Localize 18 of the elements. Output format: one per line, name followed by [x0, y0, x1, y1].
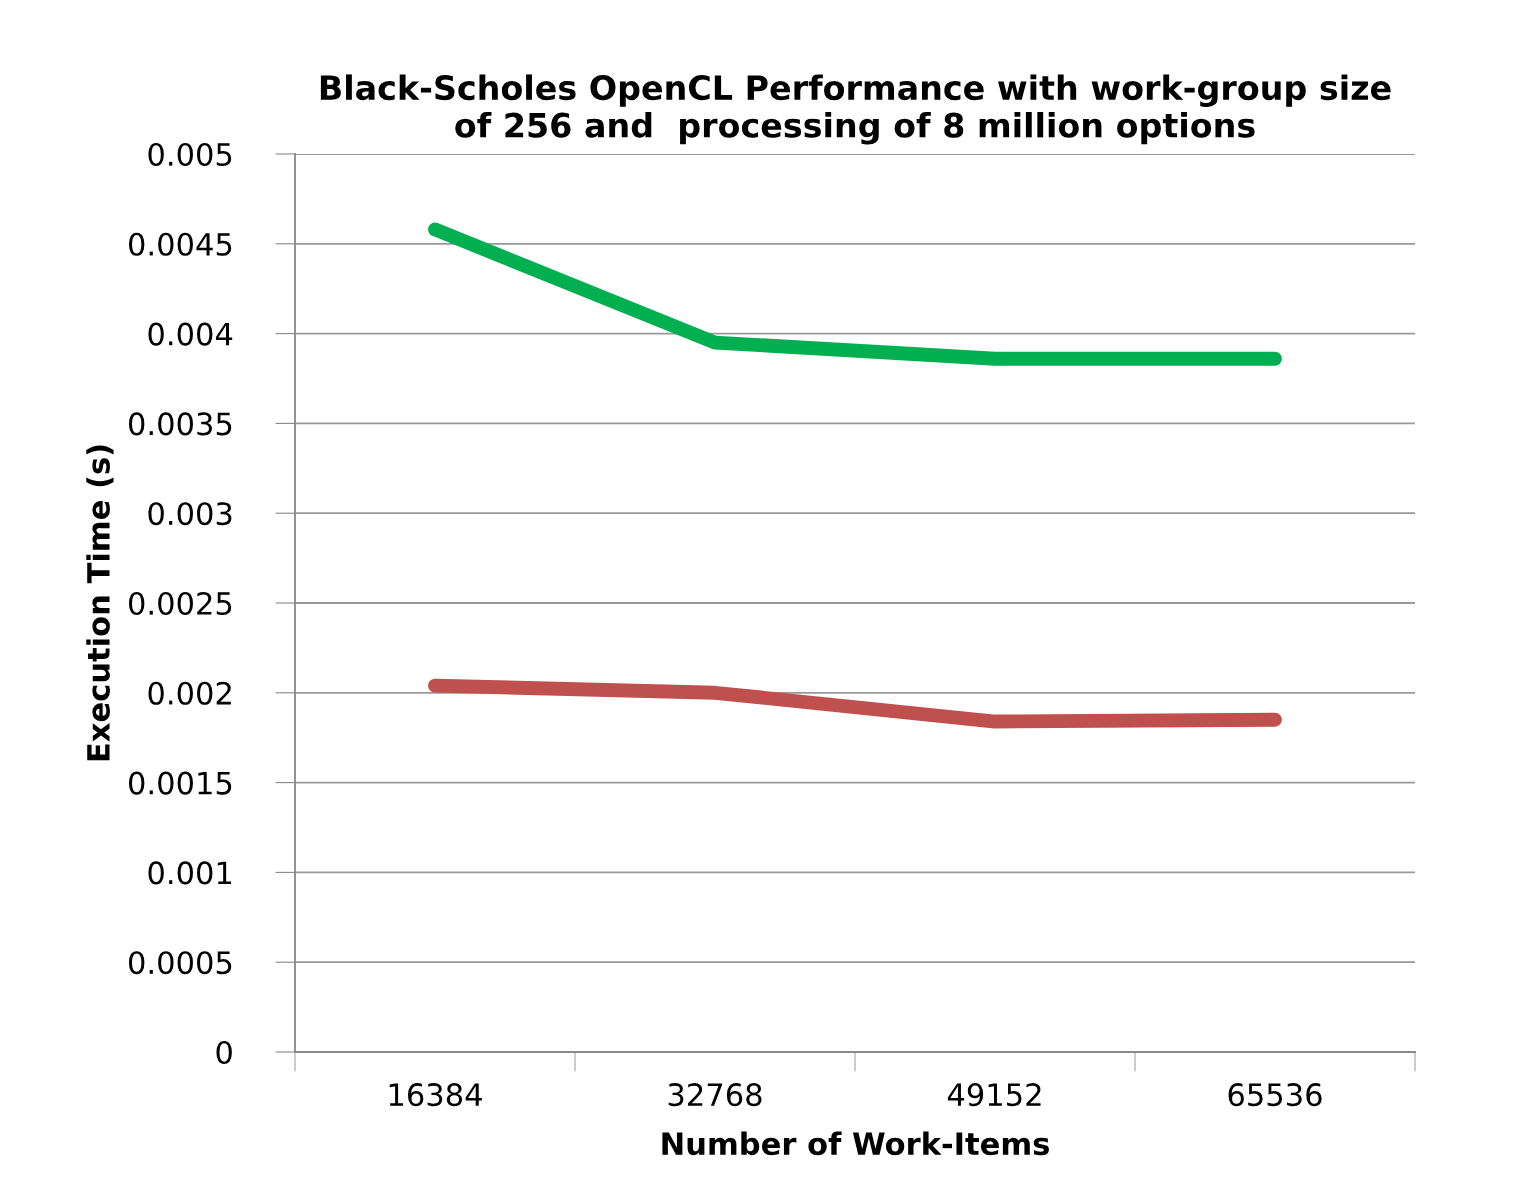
x-tick-label: 49152 [947, 1083, 1041, 1107]
y-tick-label: 0.0025 [128, 591, 232, 616]
y-tick-label: 0.0045 [128, 232, 232, 256]
y-tick-label: 0.0005 [128, 951, 232, 975]
y-tick-label: 0 [216, 1040, 232, 1065]
y-tick-label: 0.005 [148, 142, 232, 167]
y-axis-title: Execution Time (s) [86, 445, 114, 761]
y-tick-label: 0.002 [148, 681, 231, 705]
y-tick-label: 0.0015 [128, 771, 232, 795]
y-tick-label: 0.003 [148, 502, 232, 526]
y-tick-label: 0.001 [148, 861, 232, 885]
y-tick-label: 0.004 [148, 322, 233, 346]
y-tick-label: 0.0035 [128, 412, 232, 436]
x-axis-title: Number of Work-Items [662, 1131, 1049, 1156]
x-tick-label: 16384 [389, 1083, 482, 1107]
chart-title: Black-Scholes OpenCL Performance with work-group size of 256 and processing of 8 million options [320, 74, 1391, 145]
x-tick-label: 65536 [1228, 1083, 1322, 1107]
x-tick-label: 32768 [668, 1083, 762, 1107]
